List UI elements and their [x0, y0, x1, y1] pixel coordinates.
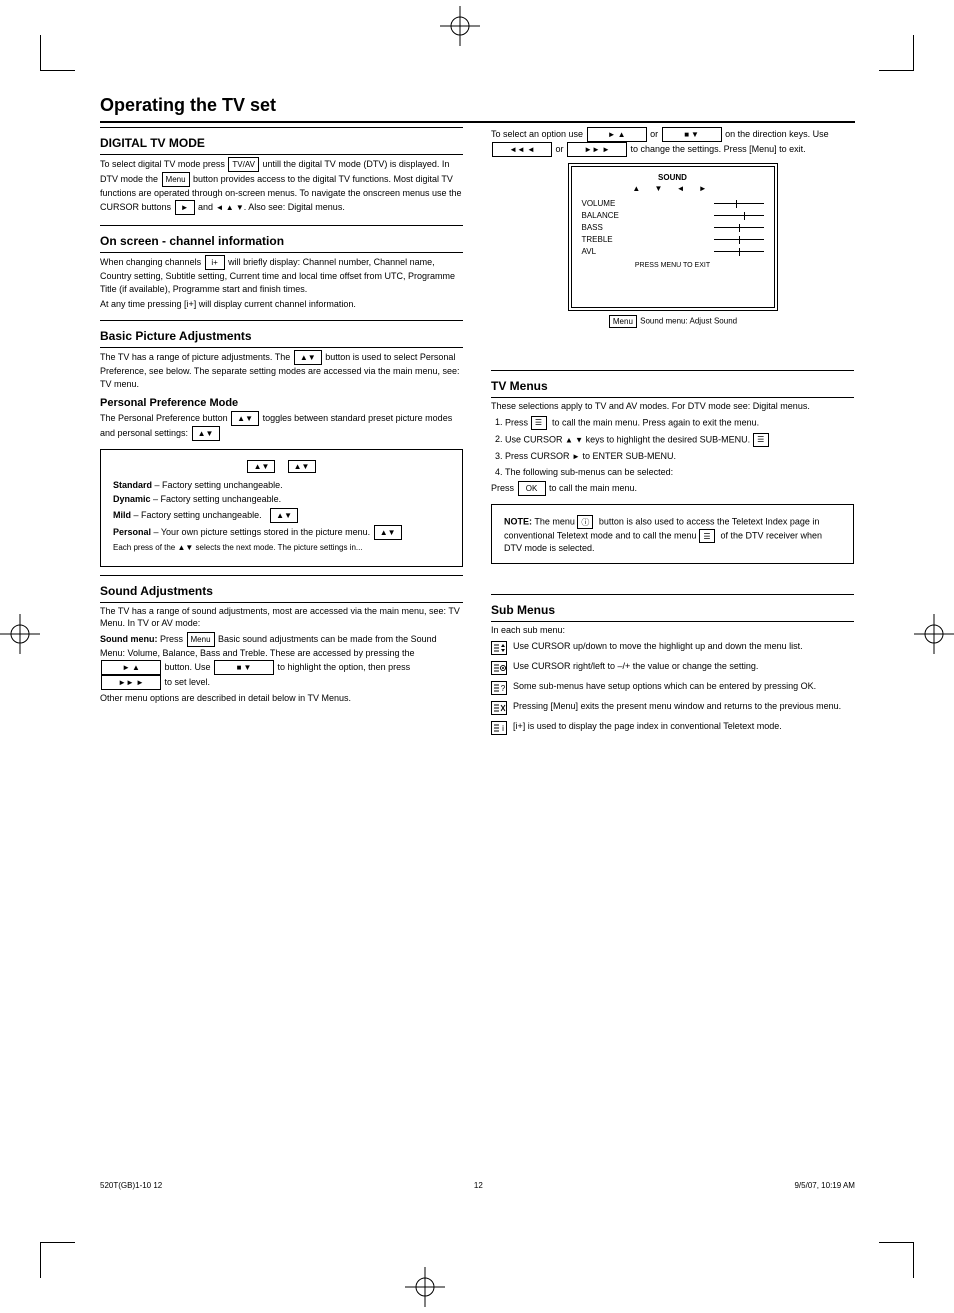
body-text: To select digital TV mode press TV/AV un…: [100, 157, 463, 215]
page-footer: 520T(GB)1-10 12 12 9/5/07, 10:19 AM: [100, 1181, 855, 1190]
pp-button: ▲▼: [374, 525, 402, 540]
slider-row: AVL: [582, 247, 764, 256]
screen-hint: ▲ ▼ ◄ ►: [582, 184, 764, 193]
slider-row: VOLUME: [582, 199, 764, 208]
pp-button: ▲▼: [231, 411, 259, 426]
pp-button: ▲▼: [294, 350, 322, 365]
body-text: When changing channels i+ will briefly d…: [100, 255, 463, 295]
heading: Sub Menus: [491, 603, 854, 617]
tvav-button: TV/AV: [228, 157, 259, 172]
crop-mark: [40, 1242, 75, 1243]
page-title: Operating the TV set: [100, 95, 855, 116]
pp-button: ▲▼: [247, 460, 275, 473]
cursor-button: ■▼: [662, 127, 722, 142]
menu-icon: ☰: [531, 416, 547, 430]
body-text: The TV has a range of sound adjustments,…: [100, 605, 463, 630]
svg-text:i: i: [502, 724, 504, 733]
body-text: The Personal Preference button ▲▼ toggle…: [100, 411, 463, 441]
right-column: To select an option use ►▲ or ■▼ on the …: [491, 125, 854, 741]
body-text: Press OK to call the main menu.: [491, 481, 854, 496]
pp-button: ▲▼: [270, 508, 298, 523]
preset-box: ▲▼ ▲▼ Standard – Factory setting unchang…: [100, 449, 463, 567]
i-icon: i: [491, 721, 507, 737]
screen-note: PRESS MENU TO EXIT: [582, 262, 764, 269]
x-icon: [491, 701, 507, 717]
menu-icon: ☰: [753, 433, 769, 447]
slider-row: BASS: [582, 223, 764, 232]
manual-page: Operating the TV set DIGITAL TV MODE To …: [100, 95, 855, 1190]
pp-button: ▲▼: [192, 426, 220, 441]
heading: DIGITAL TV MODE: [100, 136, 463, 150]
rule: [100, 121, 855, 123]
screen-title: SOUND: [582, 173, 764, 182]
list-item: Pressing [Menu] exits the present menu w…: [491, 701, 854, 717]
cursor-button: ►►►: [101, 675, 161, 690]
heading: Basic Picture Adjustments: [100, 329, 463, 343]
list-item: ?Some sub-menus have setup options which…: [491, 681, 854, 697]
crop-mark: [879, 1242, 914, 1243]
slider-row: TREBLE: [582, 235, 764, 244]
list-item: Use CURSOR up/down to move the highlight…: [491, 641, 854, 657]
updown-icon: [491, 641, 507, 657]
list-item: i[i+] is used to display the page index …: [491, 721, 854, 737]
registration-mark-icon: [0, 614, 40, 654]
crop-mark: [40, 35, 41, 70]
slider-row: BALANCE: [582, 211, 764, 220]
body-text: At any time pressing [i+] will display c…: [100, 298, 463, 311]
crop-mark: [40, 70, 75, 71]
q-icon: ?: [491, 681, 507, 697]
body-text: The TV has a range of picture adjustment…: [100, 350, 463, 390]
body-text: Other menu options are described in deta…: [100, 692, 463, 705]
list-item: Use CURSOR right/left to –/+ the value o…: [491, 661, 854, 677]
menu-button: Menu: [609, 315, 637, 328]
body-text: Sound menu: Press Menu Basic sound adjus…: [100, 632, 463, 690]
menu-button: Menu: [187, 632, 215, 647]
registration-mark-icon: [914, 614, 954, 654]
cursor-button: ■▼: [214, 660, 274, 675]
cursor-button: ►▲: [101, 660, 161, 675]
crop-mark: [879, 70, 914, 71]
crop-mark: [40, 1243, 41, 1278]
crop-mark: [913, 35, 914, 70]
crop-mark: [913, 1243, 914, 1278]
dot-icon: [491, 661, 507, 677]
heading: Sound Adjustments: [100, 584, 463, 598]
menu-icon: ☰: [699, 529, 715, 543]
body-text: In each sub menu:: [491, 624, 854, 637]
cursor-button: ►►►: [567, 142, 627, 157]
note-box: NOTE: The menu ⓘ button is also used to …: [491, 504, 854, 564]
icon-list: Use CURSOR up/down to move the highlight…: [491, 641, 854, 737]
info-button: i+: [205, 255, 225, 270]
registration-mark-icon: [440, 6, 480, 46]
menu-button: Menu: [162, 172, 190, 187]
cursor-button: ►▲: [587, 127, 647, 142]
body-text: These selections apply to TV and AV mode…: [491, 400, 854, 413]
pp-button: ▲▼: [288, 460, 316, 473]
subheading: Personal Preference Mode: [100, 397, 463, 409]
footer-right: 9/5/07, 10:19 AM: [794, 1181, 855, 1190]
screen-caption: Menu Sound menu: Adjust Sound: [491, 315, 854, 328]
heading: On screen - channel information: [100, 234, 463, 248]
cursor-button: ►: [175, 200, 195, 215]
registration-mark-icon: [405, 1267, 445, 1307]
ok-button: OK: [518, 481, 546, 496]
left-column: DIGITAL TV MODE To select digital TV mod…: [100, 125, 463, 741]
svg-text:?: ?: [501, 684, 506, 693]
sound-menu-screen: SOUND ▲ ▼ ◄ ► VOLUME BALANCE BASS TREBLE AVL…: [568, 163, 778, 311]
footer-page: 12: [474, 1181, 483, 1190]
cursor-button: ◄◄◄: [492, 142, 552, 157]
numbered-list: Press ☰ to call the main menu. Press aga…: [491, 416, 854, 478]
info-icon: ⓘ: [577, 515, 593, 529]
footer-left: 520T(GB)1-10 12: [100, 1181, 162, 1190]
body-text: To select an option use ►▲ or ■▼ on the …: [491, 127, 854, 157]
heading: TV Menus: [491, 379, 854, 393]
